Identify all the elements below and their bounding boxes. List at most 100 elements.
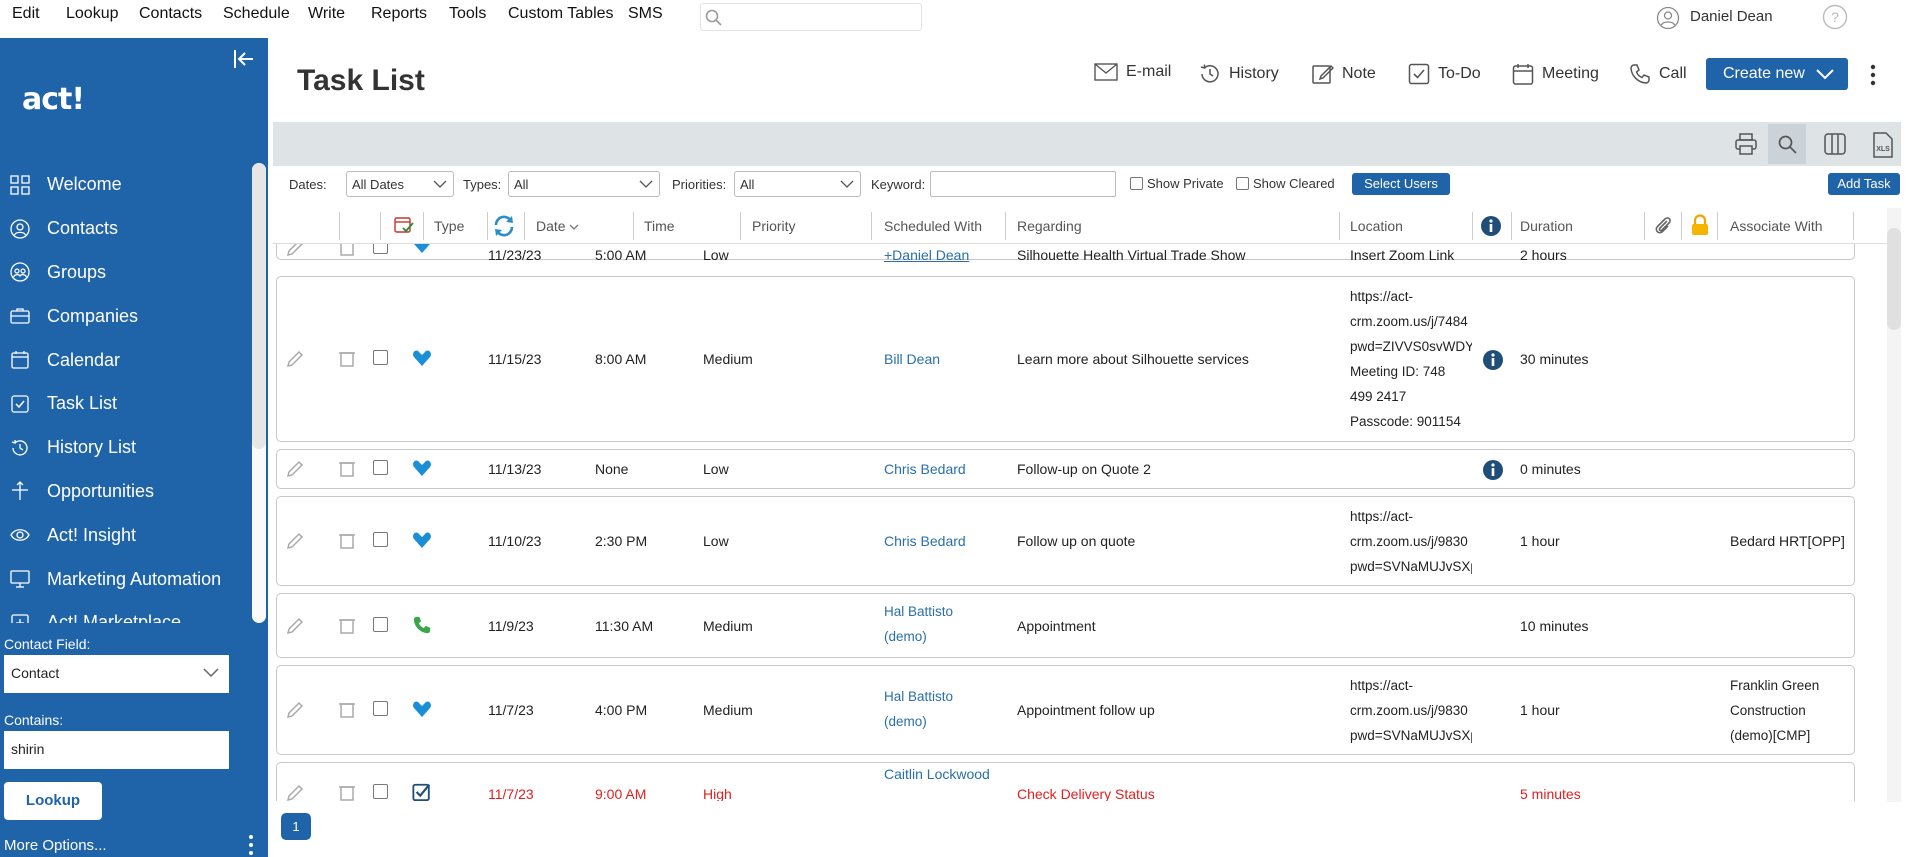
menu-custom-tables[interactable]: Custom Tables bbox=[508, 5, 614, 22]
trash-icon[interactable] bbox=[339, 349, 355, 367]
grid-search-button[interactable] bbox=[1768, 124, 1806, 164]
trash-icon[interactable] bbox=[339, 531, 355, 549]
help-icon[interactable]: ? bbox=[1822, 4, 1848, 30]
row-scheduled-with[interactable]: Hal Battisto (demo) bbox=[884, 689, 954, 729]
trash-icon[interactable] bbox=[339, 616, 355, 634]
lock-icon[interactable] bbox=[1691, 214, 1709, 236]
keyword-input[interactable] bbox=[930, 171, 1116, 197]
page-number-button[interactable]: 1 bbox=[281, 813, 311, 840]
menu-lookup[interactable]: Lookup bbox=[66, 5, 119, 22]
table-scrollbar[interactable] bbox=[1887, 208, 1901, 802]
menu-schedule[interactable]: Schedule bbox=[223, 5, 290, 22]
dates-select[interactable]: All Dates bbox=[346, 171, 454, 197]
sidebar-item-history-list[interactable]: History List bbox=[0, 426, 250, 470]
lookup-button[interactable]: Lookup bbox=[4, 782, 102, 820]
collapse-sidebar-icon[interactable] bbox=[233, 48, 255, 70]
more-options-dots-icon[interactable] bbox=[247, 834, 255, 856]
more-actions-icon[interactable] bbox=[1870, 64, 1876, 86]
contact-field-select[interactable]: Contact bbox=[4, 655, 229, 693]
sidebar-item-contacts[interactable]: Contacts bbox=[0, 207, 250, 251]
checkbox[interactable] bbox=[1236, 177, 1249, 190]
edit-pencil-icon[interactable] bbox=[285, 244, 305, 258]
sidebar-item-act-insight[interactable]: Act! Insight bbox=[0, 513, 250, 557]
row-scheduled-with[interactable]: Chris Bedard bbox=[884, 461, 966, 477]
row-scheduled-with[interactable]: Chris Bedard bbox=[884, 533, 966, 549]
priorities-select[interactable]: All bbox=[734, 171, 861, 197]
row-checkbox[interactable] bbox=[373, 701, 388, 716]
row-checkbox[interactable] bbox=[373, 460, 388, 475]
row-scheduled-with[interactable]: Caitlin Lockwood bbox=[884, 766, 990, 782]
paperclip-icon[interactable] bbox=[1653, 215, 1673, 237]
show-private-checkbox[interactable]: Show Private bbox=[1130, 176, 1224, 191]
table-row[interactable]: 11/15/23 8:00 AM Medium Bill Dean Learn … bbox=[276, 276, 1855, 442]
email-action[interactable]: E-mail bbox=[1094, 63, 1171, 81]
row-checkbox[interactable] bbox=[373, 784, 388, 799]
col-time[interactable]: Time bbox=[644, 218, 675, 234]
sidebar-item-marketing-automation[interactable]: Marketing Automation bbox=[0, 557, 250, 601]
sidebar-item-welcome[interactable]: Welcome bbox=[0, 163, 250, 207]
col-date[interactable]: Date bbox=[536, 218, 579, 234]
col-regarding[interactable]: Regarding bbox=[1017, 218, 1082, 234]
row-checkbox[interactable] bbox=[373, 350, 388, 365]
sidebar-item-groups[interactable]: Groups bbox=[0, 251, 250, 295]
row-checkbox[interactable] bbox=[373, 532, 388, 547]
add-task-button[interactable]: Add Task bbox=[1828, 173, 1900, 195]
call-action[interactable]: Call bbox=[1629, 63, 1687, 85]
table-row[interactable]: 11/23/23 5:00 AM Low +Daniel Dean Silhou… bbox=[276, 244, 1855, 263]
user-avatar-icon[interactable] bbox=[1656, 6, 1680, 30]
col-duration[interactable]: Duration bbox=[1520, 218, 1573, 234]
edit-pencil-icon[interactable] bbox=[285, 616, 305, 636]
info-icon[interactable] bbox=[1482, 349, 1504, 371]
sidebar-scrollbar-thumb[interactable] bbox=[252, 163, 266, 449]
note-action[interactable]: Note bbox=[1312, 63, 1376, 85]
refresh-icon[interactable] bbox=[492, 214, 516, 238]
menu-contacts[interactable]: Contacts bbox=[139, 5, 203, 22]
table-row[interactable]: 11/7/23 9:00 AM High Caitlin Lockwood Ch… bbox=[276, 762, 1855, 801]
todo-action[interactable]: To-Do bbox=[1408, 63, 1481, 85]
sidebar-item-opportunities[interactable]: Opportunities bbox=[0, 470, 250, 514]
global-search-input[interactable] bbox=[700, 3, 922, 31]
menu-edit[interactable]: Edit bbox=[12, 5, 40, 22]
sidebar-item-task-list[interactable]: Task List bbox=[0, 382, 250, 426]
export-excel-icon[interactable]: XLS bbox=[1872, 132, 1894, 158]
create-new-button[interactable]: Create new bbox=[1706, 58, 1848, 90]
table-scrollbar-thumb[interactable] bbox=[1887, 228, 1901, 330]
row-scheduled-with[interactable]: +Daniel Dean bbox=[884, 247, 970, 263]
print-icon[interactable] bbox=[1734, 132, 1758, 156]
col-priority[interactable]: Priority bbox=[752, 218, 796, 234]
table-row[interactable]: 11/7/23 4:00 PM Medium Hal Battisto (dem… bbox=[276, 665, 1855, 755]
col-associate-with[interactable]: Associate With bbox=[1730, 218, 1823, 234]
edit-pencil-icon[interactable] bbox=[285, 349, 305, 369]
info-icon[interactable] bbox=[1480, 215, 1502, 237]
more-options-link[interactable]: More Options... bbox=[4, 837, 107, 854]
user-name[interactable]: Daniel Dean bbox=[1690, 8, 1773, 25]
meeting-action[interactable]: Meeting bbox=[1512, 63, 1599, 85]
edit-pencil-icon[interactable] bbox=[285, 531, 305, 551]
sidebar-item-calendar[interactable]: Calendar bbox=[0, 338, 250, 382]
edit-pencil-icon[interactable] bbox=[285, 459, 305, 479]
show-cleared-checkbox[interactable]: Show Cleared bbox=[1236, 176, 1335, 191]
col-location[interactable]: Location bbox=[1350, 218, 1403, 234]
history-action[interactable]: History bbox=[1199, 63, 1279, 85]
menu-reports[interactable]: Reports bbox=[371, 5, 428, 22]
table-row[interactable]: 11/10/23 2:30 PM Low Chris Bedard Follow… bbox=[276, 496, 1855, 586]
select-users-button[interactable]: Select Users bbox=[1352, 173, 1450, 195]
edit-pencil-icon[interactable] bbox=[285, 700, 305, 720]
row-scheduled-with[interactable]: Hal Battisto (demo) bbox=[884, 604, 954, 644]
row-checkbox[interactable] bbox=[373, 244, 388, 254]
trash-icon[interactable] bbox=[339, 459, 355, 477]
trash-icon[interactable] bbox=[339, 783, 355, 801]
col-type[interactable]: Type bbox=[434, 218, 465, 234]
menu-sms[interactable]: SMS bbox=[628, 5, 663, 22]
menu-write[interactable]: Write bbox=[308, 5, 346, 22]
col-scheduled-with[interactable]: Scheduled With bbox=[884, 218, 983, 234]
sidebar-item-act-marketplace[interactable]: Act! Marketplace bbox=[0, 601, 250, 623]
sidebar-item-companies[interactable]: Companies bbox=[0, 294, 250, 338]
row-checkbox[interactable] bbox=[373, 617, 388, 632]
info-icon[interactable] bbox=[1482, 459, 1504, 481]
checkbox[interactable] bbox=[1130, 177, 1143, 190]
table-row[interactable]: 11/9/23 11:30 AM Medium Hal Battisto (de… bbox=[276, 593, 1855, 658]
edit-pencil-icon[interactable] bbox=[285, 783, 305, 801]
table-row[interactable]: 11/13/23 None Low Chris Bedard Follow-up… bbox=[276, 449, 1855, 489]
calendar-check-icon[interactable] bbox=[394, 215, 414, 235]
